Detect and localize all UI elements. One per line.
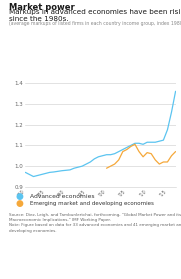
Text: ●: ● [16, 192, 24, 201]
Text: ●: ● [16, 199, 24, 208]
Text: Advanced economies: Advanced economies [30, 194, 94, 199]
Text: MONETARY FUND: MONETARY FUND [54, 269, 106, 274]
Text: (average markups of listed firms in each country income group, index 1980 = 1): (average markups of listed firms in each… [9, 21, 181, 26]
Text: Emerging market and developing economies: Emerging market and developing economies [30, 201, 154, 206]
Text: Source: Diez, Leigh, and Tambunlertchai, forthcoming, “Global Market Power and i: Source: Diez, Leigh, and Tambunlertchai,… [9, 213, 181, 233]
Text: INTERNATIONAL: INTERNATIONAL [54, 262, 102, 267]
Text: Markups in advanced economies have been rising
since the 1980s.: Markups in advanced economies have been … [9, 9, 181, 22]
Text: Market power: Market power [9, 3, 75, 12]
